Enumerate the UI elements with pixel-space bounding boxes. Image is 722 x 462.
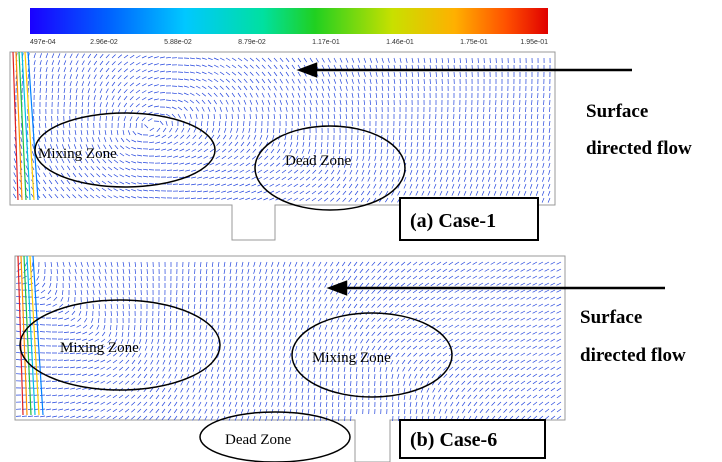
domain-a [9,51,556,241]
arrow-head [326,280,348,296]
colorbar-label: 1.46e-01 [386,39,414,46]
jet-streak [24,51,35,201]
jet-streak [23,255,32,416]
jet-streak [17,255,24,416]
ellipse [199,411,351,462]
jet-streak [20,255,28,416]
zone-label: Mixing Zone [312,350,391,366]
case-box [399,197,539,241]
jet-streak [27,51,39,201]
colorbar-label: 1.17e-01 [312,39,340,46]
colorbar-label: 1.75e-01 [460,39,488,46]
colorbar-label: 2.96e-02 [90,39,118,46]
case-box [399,419,546,459]
ellipse [34,112,216,188]
colorbar-label: 5.88e-02 [164,39,192,46]
case-label: (b) Case-6 [410,429,497,451]
colorbar-labels: 497e-04 2.96e-02 5.88e-02 8.79e-02 1.17e-01 1… [30,39,548,46]
jet-streak [18,51,27,201]
zone-label: Dead Zone [225,432,292,448]
ellipse [291,312,453,398]
ellipse [19,299,221,391]
annotation: directed flow [580,345,686,366]
ellipse [254,125,406,211]
flow-arrows [296,62,665,296]
zone-label: Mixing Zone [60,340,139,356]
zone-label: Mixing Zone [38,146,117,162]
arrow-head [296,62,318,78]
case-label: (a) Case-1 [410,210,496,232]
annotation: directed flow [586,138,692,159]
colorbar-label: 1.95e-01 [520,39,548,46]
colorbar-label: 497e-04 [30,39,56,46]
zone-label: Dead Zone [285,153,352,169]
jet-streak [26,255,36,416]
zone-ellipses [19,112,453,462]
annotation: Surface [580,307,642,328]
vector-field-a [12,51,551,203]
jet-streak [32,255,44,416]
jet-streak [15,51,23,201]
jet-streak [29,255,40,416]
domain-b [14,255,566,462]
jet-streak [12,51,19,201]
colorbar-label: 8.79e-02 [238,39,266,46]
vector-field-b [15,255,562,422]
jet-streak [21,51,31,201]
colorbar [30,8,548,34]
annotation: Surface [586,101,648,122]
